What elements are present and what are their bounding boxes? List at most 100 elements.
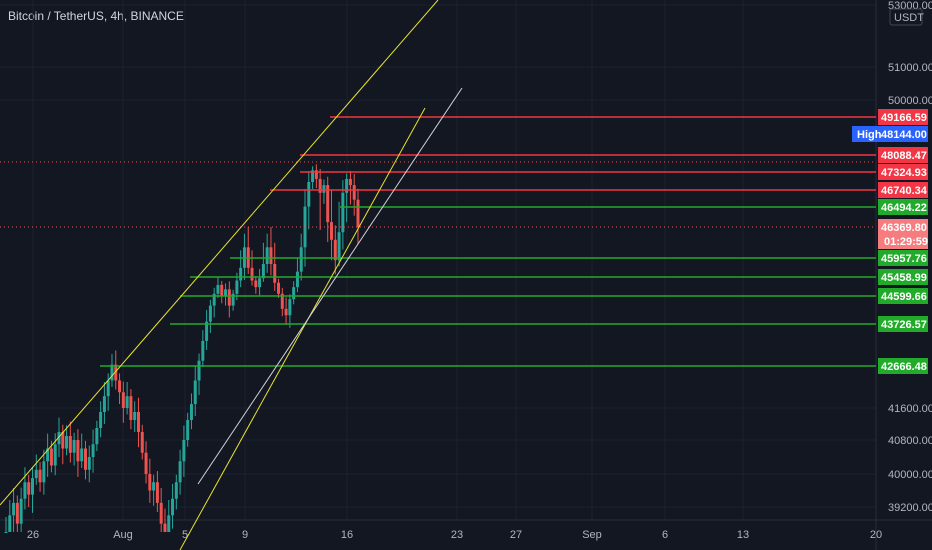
time-axis-label: 26 — [27, 529, 39, 541]
support-tag-text: 42666.48 — [881, 361, 927, 373]
candle-body — [337, 232, 341, 261]
candle-body — [277, 282, 281, 294]
time-axis-label: Aug — [113, 529, 133, 541]
support-tag — [878, 316, 928, 332]
candle-body — [125, 396, 129, 408]
candle-body — [87, 457, 91, 470]
candle-body — [114, 364, 118, 381]
price-axis-label: 39200.00 — [888, 502, 932, 514]
candle-body — [65, 436, 69, 449]
candle-body — [118, 380, 122, 393]
candle-body — [19, 498, 23, 524]
candle-body — [208, 305, 212, 322]
candle-body — [136, 412, 140, 432]
candle-body — [106, 380, 110, 397]
support-tag-text: 45458.99 — [881, 272, 927, 284]
candle-body — [227, 289, 231, 306]
time-axis-label: 5 — [182, 529, 188, 541]
candle-body — [30, 478, 34, 495]
resistance-tag-text: 48088.47 — [881, 150, 927, 162]
candle-body — [231, 293, 235, 306]
time-axis-label: Sep — [582, 529, 602, 541]
candle-body — [121, 392, 125, 408]
candle-body — [311, 170, 315, 183]
high-tag — [852, 126, 928, 142]
candle-body — [155, 482, 159, 503]
candle-body — [152, 482, 156, 491]
price-axis-label: 50000.00 — [888, 95, 932, 107]
candle-body — [280, 293, 284, 309]
current-price-value: 46369.80 — [881, 222, 927, 234]
candle-body — [12, 502, 16, 516]
high-tag-label: High — [857, 129, 882, 141]
candle-body — [197, 360, 201, 381]
candle-body — [261, 264, 265, 279]
candle-body — [23, 482, 27, 499]
candle-body — [224, 289, 228, 296]
candle-body — [356, 199, 360, 227]
candle-body — [205, 321, 209, 341]
support-tag — [878, 250, 928, 266]
candle-body — [292, 287, 296, 300]
candle-body — [27, 482, 31, 495]
support-tag-text: 45957.76 — [881, 253, 927, 265]
candle-body — [61, 432, 65, 449]
support-tag — [878, 358, 928, 374]
price-axis-label: 51000.00 — [888, 62, 932, 74]
candle-body — [216, 284, 220, 294]
channel-upper-line — [0, 0, 439, 506]
candle-body — [284, 308, 288, 316]
candle-body — [314, 170, 318, 179]
candle-body — [38, 469, 42, 483]
candle-body — [307, 182, 311, 207]
candle-body — [76, 440, 80, 462]
chart-title: Bitcoin / TetherUS, 4h, BINANCE — [8, 9, 184, 23]
candle-body — [53, 444, 57, 466]
resistance-tag-text: 46740.34 — [881, 185, 928, 197]
candle-body — [352, 185, 356, 200]
countdown-text: 01:29:59 — [884, 236, 928, 248]
candle-body — [273, 264, 277, 283]
candle-body — [57, 432, 61, 445]
candle-body — [299, 247, 303, 272]
candle-body — [326, 185, 330, 223]
candle-body — [341, 192, 345, 233]
time-axis-label: 13 — [737, 529, 749, 541]
candle-body — [174, 482, 178, 499]
time-axis-label: 9 — [242, 529, 248, 541]
resistance-tag — [878, 147, 928, 163]
candle-body — [250, 267, 254, 281]
candle-body — [83, 448, 87, 470]
candle-body — [182, 440, 186, 462]
currency-badge-text: USDT — [894, 12, 924, 24]
candle-body — [129, 396, 133, 420]
candle-body — [265, 247, 269, 265]
candle-body — [239, 267, 243, 281]
channel-lower-line — [179, 107, 426, 550]
candle-body — [186, 420, 190, 440]
resistance-tag-text: 47324.93 — [881, 167, 927, 179]
candle-body — [178, 461, 182, 483]
time-axis-label: 20 — [870, 529, 882, 541]
time-axis-label: 16 — [341, 529, 353, 541]
candle-body — [42, 461, 46, 483]
current-price-tag — [878, 219, 928, 249]
candle-body — [144, 452, 148, 474]
resistance-tag-text: 49166.59 — [881, 112, 927, 124]
high-tag-value: 48144.00 — [881, 129, 927, 141]
candle-body — [163, 523, 167, 532]
time-axis-label: 27 — [510, 529, 522, 541]
candle-body — [95, 428, 99, 445]
candle-body — [235, 280, 239, 294]
support-tag-text: 46494.22 — [881, 202, 927, 214]
white-trend-line — [197, 87, 463, 485]
candle-body — [80, 448, 84, 462]
currency-badge — [889, 8, 923, 26]
price-axis-label: 41600.00 — [888, 403, 932, 415]
candle-body — [102, 396, 106, 412]
candle-body — [72, 440, 76, 453]
candle-body — [15, 502, 19, 524]
candle-body — [269, 247, 273, 265]
candle-body — [258, 278, 262, 288]
